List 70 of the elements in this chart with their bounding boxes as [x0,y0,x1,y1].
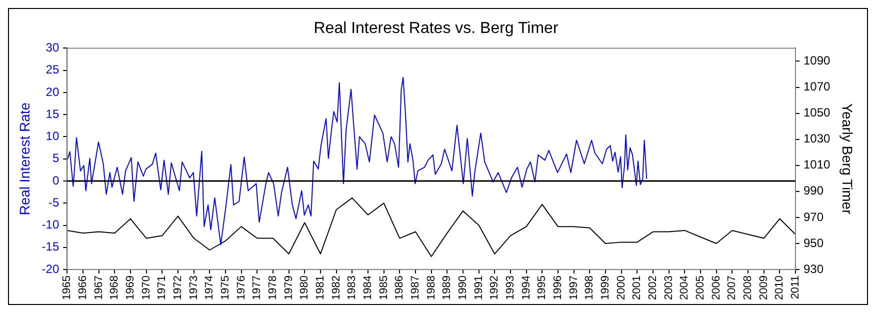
x-tick-label: 1990 [457,276,470,300]
x-tick-label: 1981 [314,276,327,300]
x-tick-label: 2003 [662,276,675,300]
y-tick-label: -5 [48,195,60,210]
y2-tick-label: 1050 [804,106,831,120]
x-tick-label: 1991 [472,276,485,300]
x-tick-label: 1972 [172,276,184,300]
x-tick-label: 2011 [790,276,802,300]
y-tick-label: 25 [46,62,60,77]
y2-tick-label: 990 [804,184,824,198]
y-tick-label: 10 [46,129,60,144]
x-tick-label: 1967 [92,276,105,300]
y-tick-label: -15 [42,240,60,254]
x-tick-label: 1971 [156,276,168,300]
x-tick-label: 1984 [362,276,374,300]
x-tick-label: 1978 [267,276,280,300]
x-tick-label: 2010 [774,276,786,300]
x-tick-label: 1993 [504,276,517,300]
x-tick-label: 1975 [220,276,232,300]
x-tick-label: 1970 [140,276,152,300]
x-tick-label: 1980 [298,276,311,300]
x-tick-label: 2005 [694,276,707,300]
x-tick-label: 2009 [758,276,770,300]
x-tick-label: 1977 [251,276,264,300]
x-tick-label: 1974 [204,276,216,300]
x-tick-label: 1968 [108,276,121,300]
x-tick-label: 1965 [61,276,74,300]
y-tick-label: 0 [52,173,60,188]
x-tick-label: 1994 [520,276,532,300]
x-tick-label: 1999 [600,276,612,300]
y2-tick-label: 1010 [804,158,831,172]
x-tick-label: 1979 [282,276,295,300]
x-tick-label: 1973 [188,276,200,300]
x-tick-label: 1992 [488,276,501,300]
x-tick-label: 2000 [615,276,628,300]
y2-tick-label: 1090 [804,54,831,68]
y2-tick-label: 950 [804,236,824,250]
y-tick-label: 15 [46,106,60,121]
y2-tick-label: 930 [804,262,824,276]
y-tick-label: 30 [46,40,60,55]
y-tick-label: -20 [42,262,60,276]
y2-tick-label: 970 [804,210,824,224]
x-tick-label: 1998 [584,276,596,300]
y-tick-label: 5 [52,151,60,166]
y-axis-title: Real Interest Rate [16,102,32,216]
x-tick-label: 1976 [235,276,248,300]
chart-title: Real Interest Rates vs. Berg Timer [314,20,559,38]
x-tick-label: 1989 [441,276,454,300]
x-tick-label: 2007 [726,276,738,300]
x-tick-label: 1996 [552,276,564,300]
x-tick-label: 1982 [330,276,342,300]
x-tick-label: 1995 [536,276,548,300]
y-tick-label: -10 [42,218,60,232]
x-tick-label: 1988 [425,276,438,300]
x-tick-label: 2006 [710,276,722,300]
x-tick-label: 1983 [346,276,358,300]
y-tick-label: 20 [46,84,60,99]
x-tick-label: 2001 [631,276,644,300]
x-tick-label: 1987 [410,276,422,300]
x-tick-label: 1969 [124,276,137,300]
x-tick-label: 1997 [568,276,580,300]
x-tick-label: 1986 [394,276,406,300]
x-tick-label: 2008 [742,276,754,300]
x-tick-label: 1985 [378,276,390,300]
x-tick-label: 2004 [678,276,691,300]
x-tick-label: 1966 [77,276,90,300]
y2-tick-label: 1030 [804,132,831,146]
y2-tick-label: 1070 [804,80,831,94]
x-tick-label: 2002 [647,276,660,300]
y2-axis-title: Yearly Berg Timer [840,103,856,215]
